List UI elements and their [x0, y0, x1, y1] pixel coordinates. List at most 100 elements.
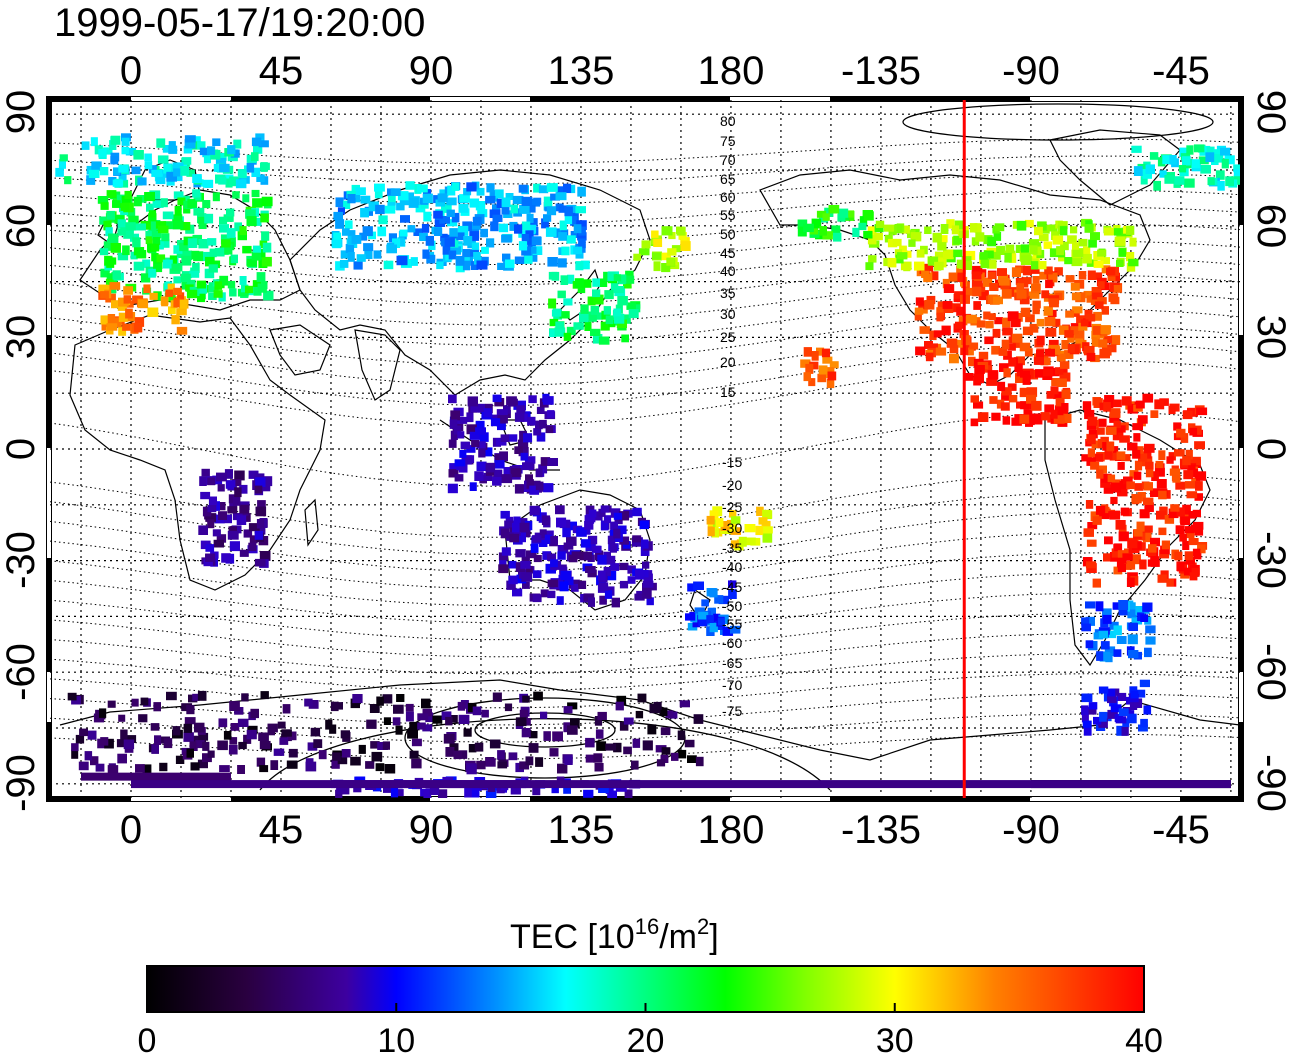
colorbar-title-end: ] [709, 918, 718, 956]
tec-cell [613, 274, 622, 282]
tec-cell [646, 597, 654, 606]
tec-cell [1134, 698, 1143, 708]
tec-cell [439, 216, 450, 224]
tec-cell [863, 230, 873, 239]
tec-cell [1019, 414, 1030, 424]
tec-cell [642, 561, 650, 569]
tec-cell [1091, 337, 1100, 347]
tec-cell [694, 607, 705, 616]
tec-cell [533, 183, 541, 193]
tec-cell [953, 249, 963, 258]
tec-cell [390, 188, 401, 196]
tec-cell [58, 159, 66, 169]
tec-cell [214, 247, 225, 257]
tec-cell [873, 232, 883, 241]
tec-cell [819, 226, 827, 236]
tec-cell [67, 692, 77, 701]
tec-cell [1098, 718, 1108, 728]
tec-cell [665, 710, 674, 718]
tec-cell [634, 593, 645, 601]
tec-cell [212, 138, 221, 146]
tec-cell [209, 248, 217, 258]
tec-cell [369, 704, 380, 713]
tec-cell [179, 299, 187, 309]
tec-cell [90, 756, 99, 766]
tec-cell [472, 216, 482, 226]
tec-cell [632, 507, 642, 517]
tec-cell [1098, 630, 1109, 639]
tec-cell [624, 789, 633, 798]
tec-cell [585, 737, 595, 748]
tec-cell [196, 280, 206, 289]
tec-cell [527, 246, 537, 254]
tec-cell [396, 202, 405, 211]
tec-cell [135, 764, 145, 773]
tec-cell [831, 225, 841, 236]
tec-cell [613, 512, 623, 520]
tec-cell [330, 701, 339, 712]
tec-cell [1107, 474, 1116, 483]
tec-cell [755, 525, 764, 536]
tec-cell [929, 343, 938, 353]
tec-cell [193, 207, 205, 216]
tec-cell [127, 735, 137, 743]
tec-cell [116, 739, 128, 748]
tec-cell [1142, 393, 1154, 403]
tec-cell [1064, 350, 1074, 359]
tec-cell [1025, 314, 1035, 323]
tec-cell [837, 208, 849, 218]
tec-cell [219, 765, 230, 773]
tec-cell [933, 330, 942, 338]
tec-cell [136, 250, 147, 259]
tec-cell [523, 433, 533, 443]
tec-cell [1113, 625, 1122, 636]
tec-cell [110, 243, 121, 253]
tec-cell [423, 789, 432, 798]
tec-cell [368, 201, 379, 212]
tec-cell [485, 758, 496, 767]
tec-cell [1107, 693, 1117, 704]
tec-cell [1132, 423, 1143, 431]
tec-cell [121, 195, 131, 206]
tec-cell [1056, 353, 1066, 362]
tec-cell [1036, 349, 1044, 359]
tec-cell [91, 161, 102, 171]
tec-cell [183, 732, 194, 742]
tec-cell [169, 255, 178, 265]
tec-cell [962, 261, 973, 270]
tec-cell [837, 214, 846, 222]
tec-cell [454, 474, 464, 482]
tec-cell [145, 236, 153, 245]
tec-cell [525, 474, 533, 484]
tec-cell [1153, 180, 1161, 191]
tec-cell [111, 300, 120, 309]
tec-cell [964, 250, 976, 261]
tec-cell [545, 425, 554, 434]
tec-cell [1052, 235, 1064, 245]
tec-cell [1031, 261, 1039, 270]
tec-cell [1094, 301, 1104, 309]
tec-cell [1183, 567, 1194, 576]
tec-cell [392, 717, 401, 726]
tec-cell [1034, 369, 1044, 378]
tec-cell [117, 219, 126, 229]
tec-cell [172, 726, 181, 736]
tec-cell [462, 260, 471, 271]
tec-cell [968, 356, 976, 367]
tec-cell [441, 203, 452, 213]
tec-cell [1128, 622, 1138, 631]
tec-cell [570, 718, 580, 728]
tec-cell [914, 307, 924, 315]
tec-cell [1015, 373, 1026, 383]
tec-cell [307, 742, 318, 751]
tec-cell [364, 250, 373, 259]
tec-cell [1164, 515, 1175, 524]
tec-cell [1032, 304, 1040, 315]
tec-cell [1192, 548, 1201, 557]
tec-cell [653, 238, 663, 247]
tec-cell [1106, 441, 1115, 452]
tec-cell [1049, 298, 1059, 308]
tec-cell [204, 268, 215, 279]
tec-cell [422, 724, 433, 732]
tec-cell [387, 195, 396, 206]
